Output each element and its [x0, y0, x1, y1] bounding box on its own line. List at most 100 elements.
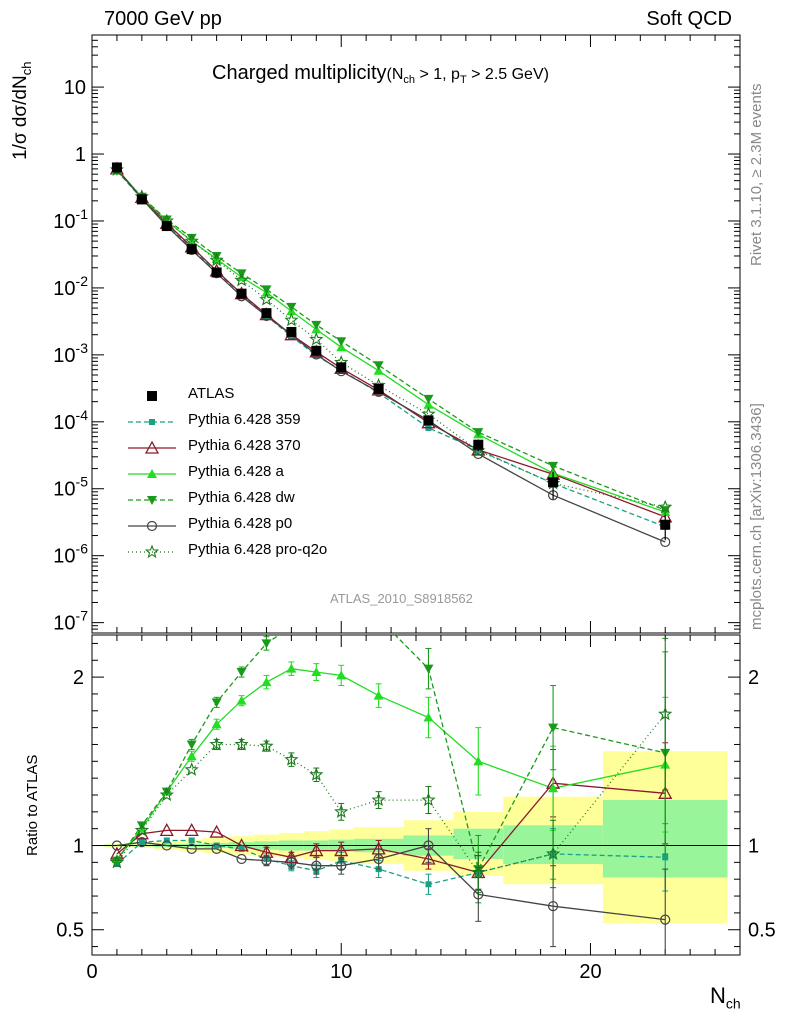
series-point-3	[211, 251, 222, 261]
ratio-point-4	[423, 840, 434, 851]
ratio-point-5	[471, 864, 486, 879]
legend-label-a: Pythia 6.428 a	[188, 463, 284, 480]
ratio-point-2	[336, 670, 347, 680]
y-tick-label: 10-6	[53, 541, 88, 568]
series-point-5	[259, 292, 274, 306]
ratio-point-4	[136, 837, 147, 848]
ratio-point-1	[184, 823, 199, 837]
data-point	[186, 244, 197, 255]
ratio-point-4	[261, 855, 272, 866]
legend-label-pro-q2o: Pythia 6.428 pro-q2o	[188, 541, 328, 558]
ratio-point-1	[209, 824, 224, 838]
ratio-point-4	[311, 860, 322, 871]
ratio-point-5	[658, 706, 673, 721]
series-point-3	[336, 337, 347, 347]
ratio-point-2	[236, 695, 247, 705]
data-point	[423, 415, 434, 426]
series-point-5	[284, 312, 299, 327]
rivet-version-label: Rivet 3.1.10, ≥ 2.3M events	[748, 83, 765, 267]
series-point-3	[373, 361, 384, 371]
ratio-point-4	[161, 840, 172, 851]
data-point	[261, 308, 272, 319]
ratio-point-2	[286, 663, 297, 673]
ratio-point-3	[236, 668, 247, 678]
x-tick-label: 0	[86, 961, 97, 983]
ratio-point-4	[186, 843, 197, 854]
chart-title: Charged multiplicity(Nch > 1, pT > 2.5 G…	[212, 62, 549, 86]
ratio-tick-label-left: 1	[73, 836, 84, 858]
chart-title-cut-sub2: T	[459, 74, 467, 87]
legend-label-p0: Pythia 6.428 p0	[188, 515, 293, 532]
data-point	[111, 162, 122, 173]
ratio-point-4	[547, 901, 559, 912]
series-point-5	[209, 252, 224, 267]
chart-title-cut-sub: ch	[403, 74, 416, 87]
ratio-point-5	[309, 767, 324, 781]
data-point	[136, 194, 147, 205]
legend-marker-2	[147, 469, 157, 478]
series-point-2	[336, 342, 347, 352]
ratio-point-5	[421, 792, 436, 807]
data-point	[373, 383, 384, 394]
ratio-point-4	[660, 914, 671, 925]
data-point	[311, 345, 322, 356]
ratio-point-0	[188, 837, 195, 844]
ratio-point-4	[373, 853, 384, 865]
data-point	[286, 326, 297, 337]
ratio-point-5	[109, 854, 125, 869]
ratio-point-5	[159, 787, 174, 802]
ratio-point-5	[284, 752, 299, 766]
legend-label-359: Pythia 6.428 359	[188, 411, 301, 428]
ratio-point-5	[184, 762, 199, 776]
ratio-tick-label-left: 0.5	[56, 920, 84, 942]
ratio-point-2	[423, 712, 434, 722]
legend-marker-0	[149, 419, 155, 425]
ratio-point-3	[261, 639, 272, 649]
ratio-point-3	[211, 698, 222, 708]
series-point-3	[161, 215, 172, 225]
header-process-label: 7000 GeV pp	[104, 8, 222, 30]
series-line-5	[116, 169, 666, 508]
series-point-5	[184, 233, 199, 248]
series-point-3	[423, 394, 434, 404]
y-tick-label: 10-2	[53, 273, 88, 300]
legend-marker-5	[144, 544, 160, 559]
x-axis-label: Nch	[710, 983, 741, 1011]
series-point-3	[473, 428, 484, 438]
legend-marker-3	[147, 496, 157, 505]
data-point	[161, 221, 172, 232]
ratio-point-4	[236, 853, 247, 865]
data-point	[473, 439, 484, 450]
legend-label-370: Pythia 6.428 370	[188, 437, 301, 454]
chart-title-cut-end: > 2.5 GeV)	[466, 66, 549, 83]
x-tick-label: 20	[579, 961, 601, 983]
data-point	[660, 519, 671, 530]
ratio-point-2	[186, 751, 197, 761]
header-category-label: Soft QCD	[646, 8, 732, 30]
ratio-point-2	[211, 719, 222, 729]
ratio-point-4	[211, 843, 222, 854]
y-tick-label: 10	[64, 77, 86, 99]
ratio-point-0	[425, 881, 432, 888]
y-tick-label: 10-3	[53, 340, 88, 367]
y-tick-label: 10-4	[53, 407, 88, 434]
ratio-point-2	[373, 690, 384, 700]
ratio-point-3	[336, 606, 346, 615]
series-line-2	[116, 169, 666, 513]
ratio-point-2	[311, 667, 322, 677]
ratio-point-3	[186, 740, 197, 750]
ratio-tick-label-right: 0.5	[748, 920, 776, 942]
ratio-point-3	[161, 787, 172, 797]
ratio-point-0	[238, 845, 245, 852]
y-tick-label: 10-5	[53, 474, 88, 501]
x-axis-label-text: N	[710, 983, 726, 1008]
y-axis-label-text: 1/σ dσ/dN	[10, 75, 31, 160]
data-point	[336, 362, 347, 373]
chart-title-cut-mid: > 1, p	[415, 66, 460, 83]
series-point-5	[658, 499, 673, 514]
x-axis-label-sub: ch	[725, 995, 741, 1012]
data-point	[548, 477, 559, 488]
ratio-point-5	[209, 736, 224, 751]
ratio-tick-label-right: 1	[748, 836, 759, 858]
